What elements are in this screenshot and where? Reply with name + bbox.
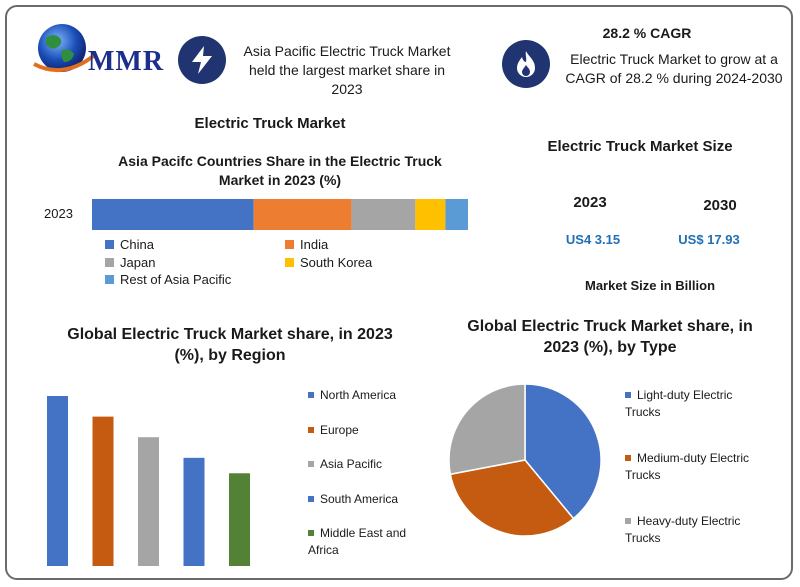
legend-rest-of-asia-pacific: Rest of Asia Pacific bbox=[105, 272, 231, 287]
region-legend-south-america: South America bbox=[308, 491, 418, 508]
legend-japan: Japan bbox=[105, 255, 155, 270]
market-size-unit-note: Market Size in Billion bbox=[584, 278, 716, 293]
bar-category-label: 2023 bbox=[44, 206, 73, 221]
legend-label: Japan bbox=[120, 255, 156, 270]
region-bar-1 bbox=[92, 416, 114, 566]
legend-swatch bbox=[625, 518, 631, 524]
legend-label: Heavy-duty Electric Trucks bbox=[625, 514, 741, 545]
highlight-text: Asia Pacific Electric Truck Market held … bbox=[243, 43, 451, 97]
year-2023: 2023 bbox=[573, 194, 607, 211]
stacked-bar-segment-2 bbox=[351, 199, 416, 230]
legend-swatch bbox=[105, 275, 114, 284]
section-title: Electric Truck Market bbox=[194, 115, 346, 132]
stacked-bar-segment-0 bbox=[92, 199, 254, 230]
legend-label: Middle East and Africa bbox=[308, 526, 407, 557]
pie-slice-1 bbox=[449, 459, 575, 537]
legend-label: China bbox=[120, 237, 154, 252]
legend-label: Europe bbox=[320, 423, 359, 437]
legend-swatch bbox=[308, 530, 314, 536]
stacked-bar-segment-3 bbox=[415, 199, 446, 230]
type-legend-heavy-duty: Heavy-duty Electric Trucks bbox=[625, 513, 765, 547]
legend-label: North America bbox=[320, 388, 397, 402]
legend-swatch bbox=[625, 455, 631, 461]
stacked-bar-segment-1 bbox=[253, 199, 352, 230]
type-legend-medium-duty: Medium-duty Electric Trucks bbox=[625, 450, 765, 484]
legend-label: Rest of Asia Pacific bbox=[120, 272, 232, 287]
legend-label: South America bbox=[320, 492, 399, 506]
value-2023: US4 3.15 bbox=[565, 232, 621, 247]
region-legend-europe: Europe bbox=[308, 422, 418, 439]
legend-south-korea: South Korea bbox=[285, 255, 372, 270]
legend-swatch bbox=[308, 496, 314, 502]
type-legend-light-duty: Light-duty Electric Trucks bbox=[625, 387, 765, 421]
region-legend-north-america: North America bbox=[308, 387, 418, 404]
infographic-frame bbox=[5, 5, 793, 580]
logo: MMR bbox=[28, 14, 168, 86]
region-bar-3 bbox=[183, 457, 205, 566]
legend-swatch bbox=[285, 240, 294, 249]
legend-label: South Korea bbox=[300, 255, 373, 270]
stacked-bar-chart bbox=[92, 199, 468, 230]
legend-china: China bbox=[105, 237, 154, 252]
region-legend-asia-pacific: Asia Pacific bbox=[308, 456, 418, 473]
legend-swatch bbox=[308, 427, 314, 433]
logo-text: MMR bbox=[88, 46, 165, 77]
value-2030: US$ 17.93 bbox=[678, 232, 740, 247]
flame-icon bbox=[502, 40, 550, 88]
legend-india: India bbox=[285, 237, 328, 252]
globe-icon bbox=[33, 24, 98, 72]
pie-slice-0 bbox=[524, 383, 602, 520]
region-bar-chart bbox=[47, 396, 250, 566]
market-size-title: Electric Truck Market Size bbox=[547, 138, 733, 155]
type-pie-chart bbox=[448, 383, 602, 537]
chart-title-type: Global Electric Truck Market share, in 2… bbox=[467, 318, 753, 356]
cagr-text: Electric Truck Market to grow at a CAGR … bbox=[565, 51, 783, 86]
legend-swatch bbox=[308, 461, 314, 467]
legend-label: Light-duty Electric Trucks bbox=[625, 388, 733, 419]
legend-swatch bbox=[625, 392, 631, 398]
legend-swatch bbox=[105, 258, 114, 267]
region-bar-2 bbox=[138, 437, 159, 566]
legend-swatch bbox=[105, 240, 114, 249]
lightning-icon bbox=[178, 36, 226, 84]
year-2030: 2030 bbox=[703, 197, 737, 214]
region-bar-4 bbox=[229, 473, 250, 566]
pie-slice-2 bbox=[448, 383, 526, 476]
legend-swatch bbox=[285, 258, 294, 267]
legend-swatch bbox=[308, 392, 314, 398]
stacked-bar-segment-4 bbox=[445, 199, 468, 230]
cagr-title: 28.2 % CAGR bbox=[602, 25, 692, 41]
region-legend-middle-east-africa: Middle East and Africa bbox=[308, 525, 418, 559]
chart-title-region: Global Electric Truck Market share, in 2… bbox=[67, 326, 393, 364]
legend-label: Medium-duty Electric Trucks bbox=[625, 451, 750, 482]
legend-label: India bbox=[300, 237, 329, 252]
region-bar-0 bbox=[47, 396, 68, 566]
chart-title-asia-pacific: Asia Pacifc Countries Share in the Elect… bbox=[118, 153, 442, 188]
legend-label: Asia Pacific bbox=[320, 457, 383, 471]
